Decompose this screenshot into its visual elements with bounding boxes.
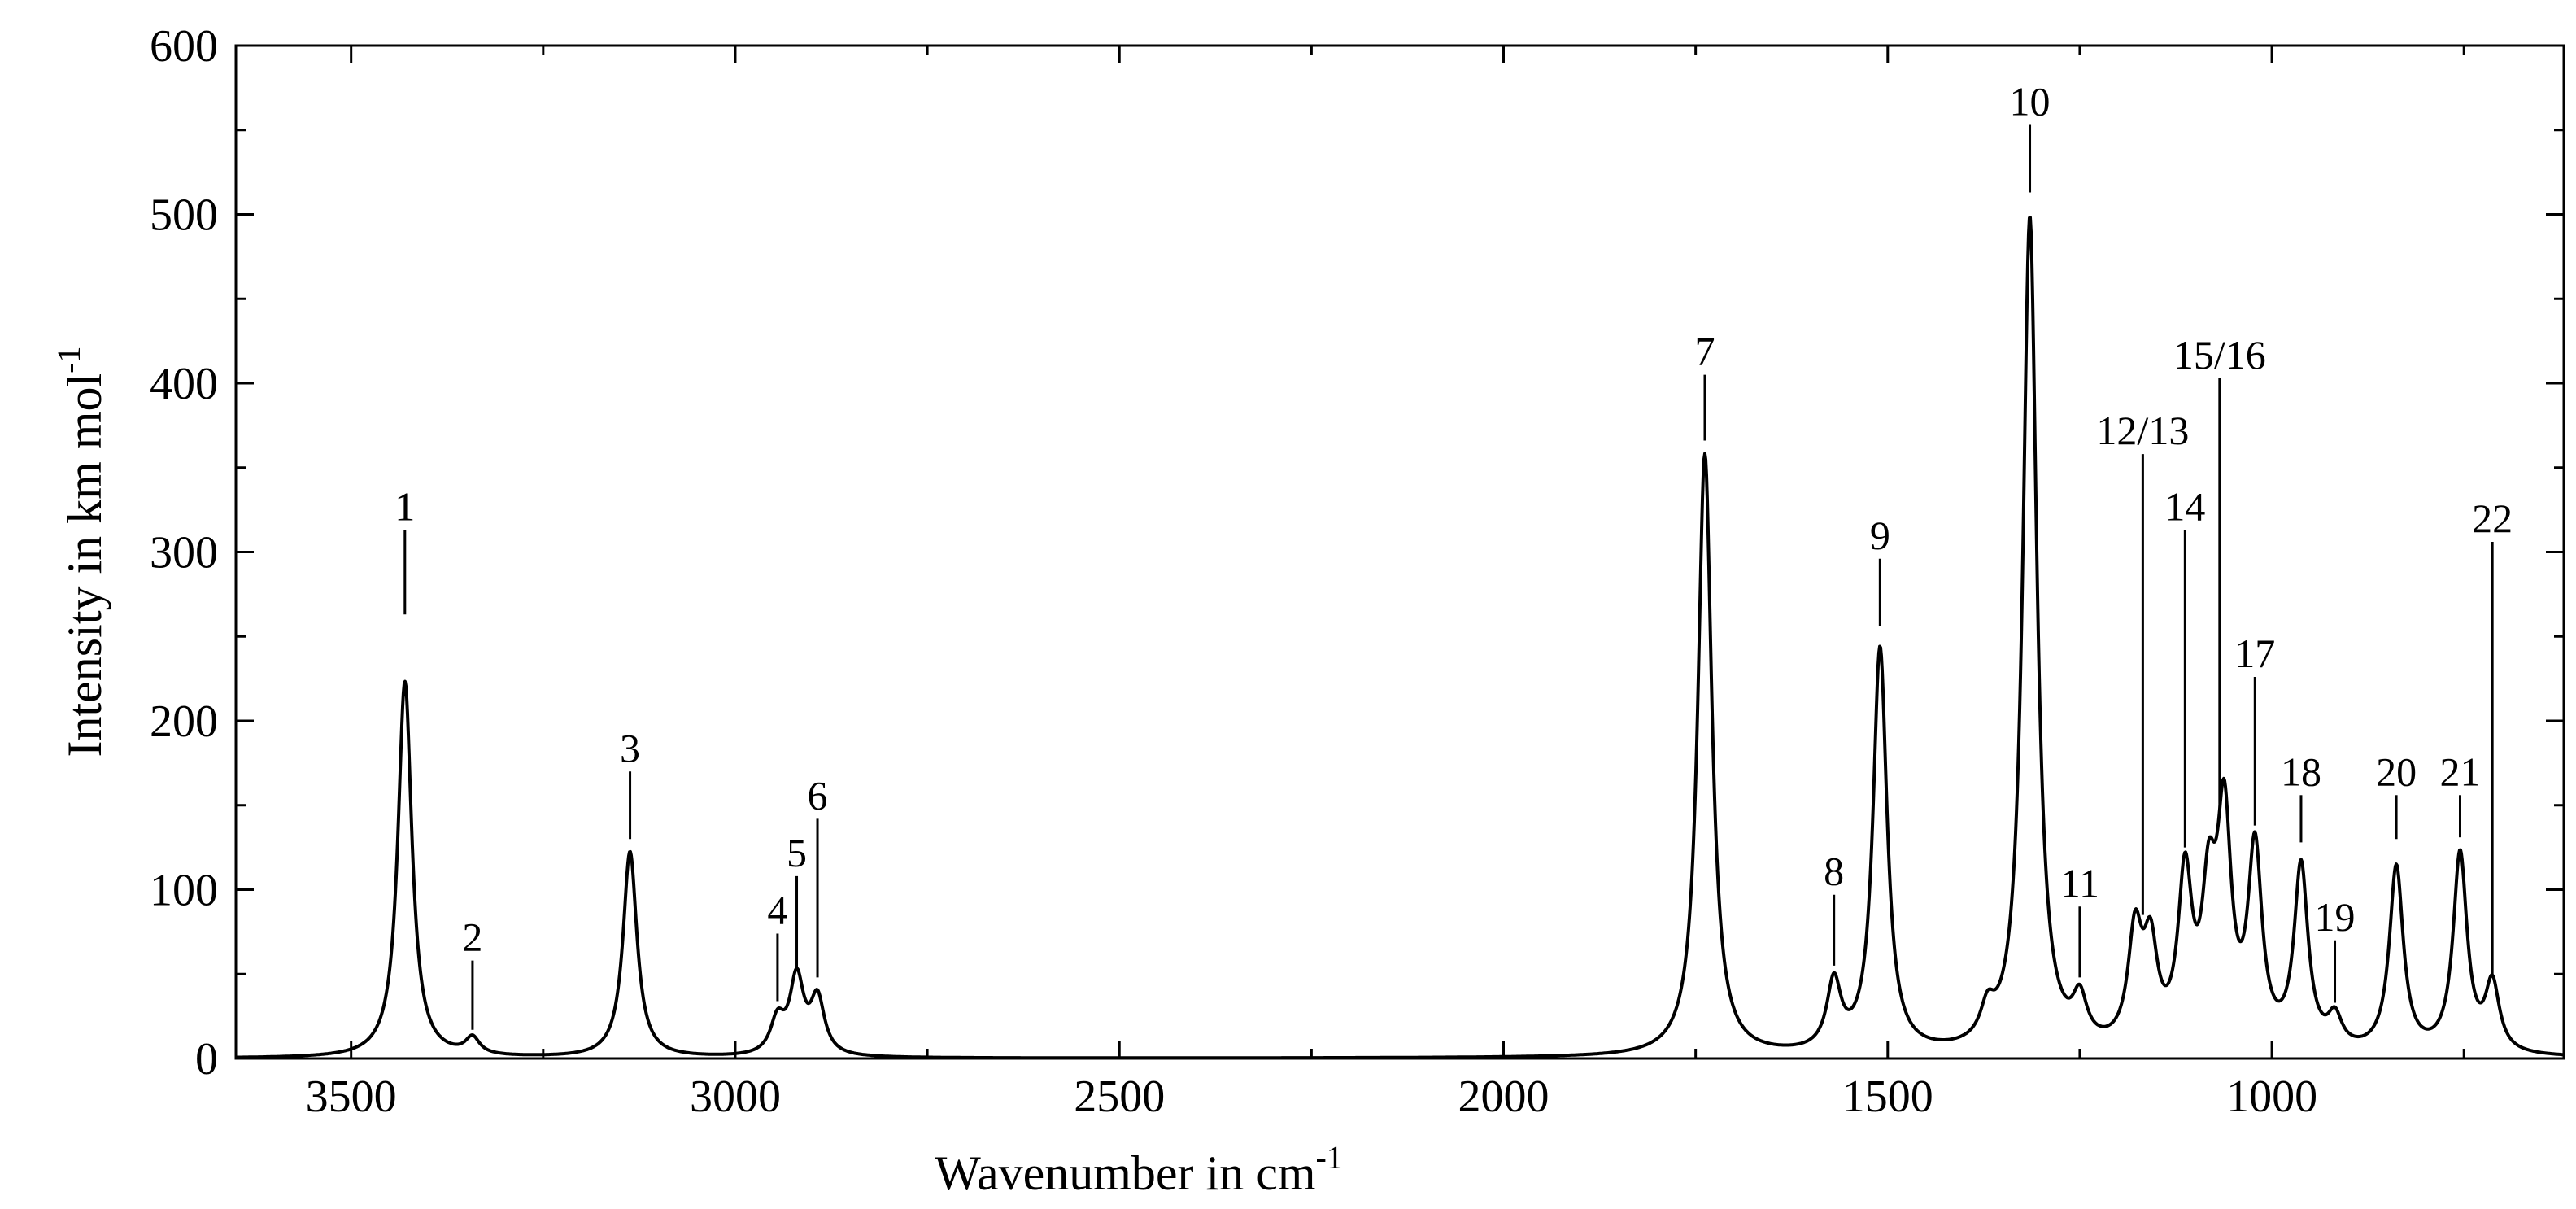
peak-label: 10: [2010, 79, 2051, 124]
peak-label: 4: [767, 887, 787, 932]
x-tick-label: 1000: [2226, 1072, 2317, 1122]
x-axis-title-text: Wavenumber in cm: [935, 1146, 1315, 1200]
peak-label: 2: [462, 914, 482, 960]
y-tick-label: 500: [150, 190, 218, 241]
peak-label: 1: [394, 484, 415, 530]
peak-label: 21: [2439, 749, 2480, 794]
peak-label: 7: [1694, 329, 1715, 374]
peak-label: 22: [2472, 495, 2513, 541]
peak-label: 6: [808, 772, 828, 818]
y-tick-label: 300: [150, 528, 218, 578]
x-tick-label: 3000: [690, 1072, 781, 1122]
peak-label: 9: [1870, 513, 1890, 558]
x-tick-labels: 3500 3000 2500 2000 1500 1000: [306, 1072, 2317, 1122]
y-axis-title: Intensity in km mol-1: [50, 347, 111, 757]
x-axis-title-superscript: -1: [1316, 1139, 1343, 1176]
peak-label: 20: [2376, 749, 2417, 794]
peak-label: 18: [2281, 749, 2321, 794]
peak-label: 17: [2234, 631, 2275, 676]
y-tick-label: 400: [150, 359, 218, 409]
peak-label: 8: [1824, 849, 1844, 894]
x-tick-label: 1500: [1842, 1072, 1933, 1122]
y-tick-labels: 0 100 200 300 400 500 600: [150, 21, 218, 1085]
peak-annotations: 1 2 3 456 7 8 9 10 11 12/13 14 15/16 17 18 19 20 21 22: [394, 79, 2513, 1030]
peak-label: 14: [2164, 484, 2205, 530]
y-tick-label: 200: [150, 696, 218, 747]
peak-label: 11: [2060, 860, 2099, 906]
y-tick-label: 100: [150, 866, 218, 916]
x-axis-title: Wavenumber in cm-1: [935, 1139, 1343, 1200]
spectrum-line: [235, 216, 2565, 1060]
plot-frame: [234, 44, 2565, 1060]
x-tick-label: 3500: [306, 1072, 397, 1122]
peak-label: 19: [2315, 894, 2356, 940]
y-axis-title-superscript: -1: [50, 347, 87, 373]
peak-label: 5: [787, 830, 807, 875]
axis-ticks: [236, 44, 2564, 1060]
x-tick-label: 2000: [1458, 1072, 1550, 1122]
y-tick-label: 600: [150, 21, 218, 72]
peak-label: 3: [620, 725, 640, 770]
peak-label: 12/13: [2096, 408, 2189, 453]
x-tick-label: 2500: [1074, 1072, 1165, 1122]
y-tick-label: 0: [195, 1034, 218, 1085]
peak-label: 15/16: [2173, 332, 2266, 378]
y-axis-title-text: Intensity in km mol: [58, 373, 111, 757]
